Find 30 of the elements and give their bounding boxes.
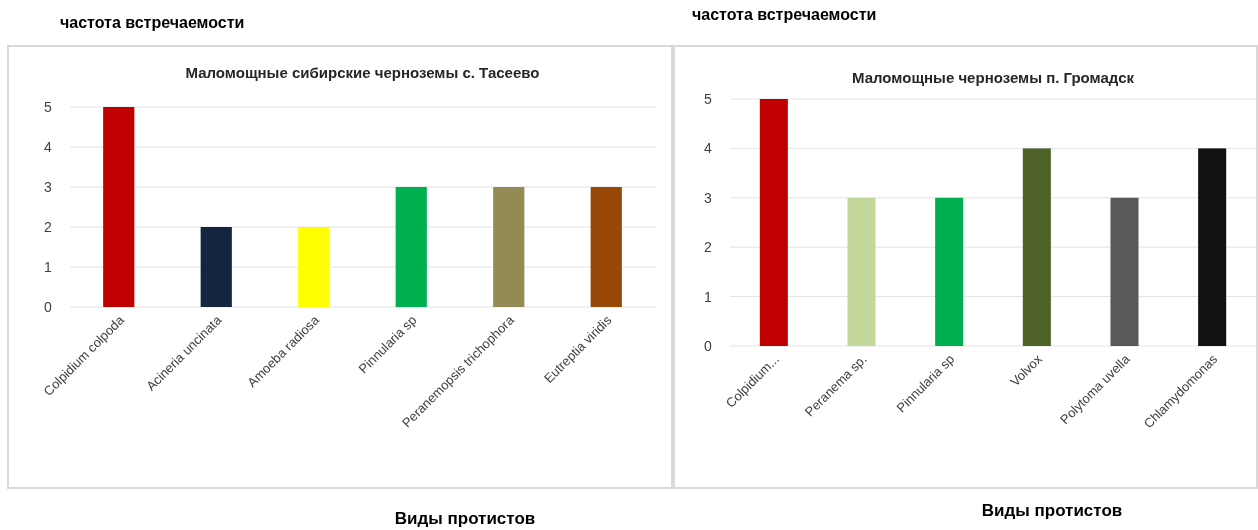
x-axis-title: Виды протистов — [981, 501, 1123, 520]
bar — [590, 187, 622, 307]
bar — [1022, 148, 1051, 346]
y-tick-label: 5 — [704, 90, 713, 107]
bar — [298, 227, 330, 307]
y-tick-label: 4 — [44, 138, 53, 155]
bar — [759, 99, 788, 346]
bar — [1110, 197, 1139, 346]
x-axis-title: Виды протистов — [394, 509, 536, 528]
y-tick-label: 5 — [44, 98, 53, 115]
bar — [493, 187, 525, 307]
y-tick-label: 3 — [44, 178, 53, 195]
bar — [103, 107, 135, 307]
y-tick-label: 4 — [704, 140, 713, 157]
y-tick-label: 1 — [44, 258, 53, 275]
y-tick-label: 1 — [704, 288, 713, 305]
y-tick-label: 3 — [704, 189, 713, 206]
y-axis-title: частота встречаемости — [692, 6, 877, 23]
chart-title: Маломощные сибирские черноземы с. Тасеево — [185, 64, 540, 81]
y-tick-label: 2 — [44, 218, 53, 235]
y-tick-label: 0 — [704, 337, 713, 354]
bar — [1198, 148, 1227, 346]
bar — [847, 197, 876, 346]
y-axis-title: частота встречаемости — [60, 14, 245, 31]
y-tick-label: 2 — [704, 239, 713, 256]
bar — [200, 227, 232, 307]
bar — [935, 197, 964, 346]
chart-title: Маломощные черноземы п. Громадск — [852, 69, 1135, 86]
y-tick-label: 0 — [44, 298, 53, 315]
bar — [395, 187, 427, 307]
